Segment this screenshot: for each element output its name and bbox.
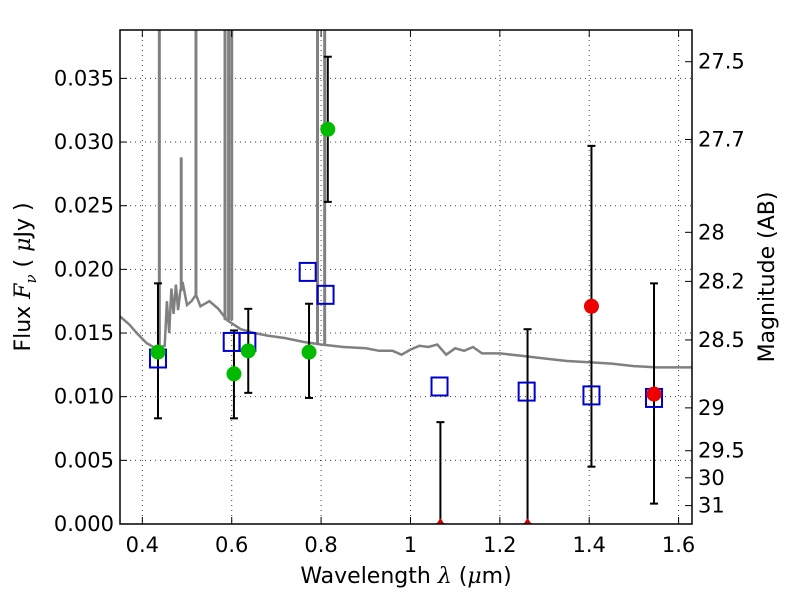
tick-labels: 0.4 0.6 0.8 1 1.2 1.4 1.6 0.000 0.005 0.010 0.015 0… (54, 50, 745, 557)
x-tick-label: 1.4 (573, 533, 606, 557)
measured-flux-point (301, 344, 317, 360)
model-flux-square (430, 376, 449, 397)
y-tick-label: 0.005 (54, 448, 114, 472)
model-flux-square (582, 385, 601, 406)
plot-background (120, 30, 692, 524)
y2-tick-label: 29 (698, 396, 725, 420)
y2-tick-label: 29.5 (698, 439, 745, 463)
y-tick-label: 0.010 (54, 385, 114, 409)
x-tick-label: 0.4 (126, 533, 159, 557)
y2-axis-title: Magnitude (AB) (755, 192, 780, 363)
y-tick-label: 0.035 (54, 66, 114, 90)
y2-tick-label: 27.5 (698, 50, 745, 74)
y-axis-title: Flux Fν ( μJy ) (11, 202, 40, 351)
data-layer (120, 30, 692, 524)
x-axis-title: Wavelength λ (μm) (300, 564, 511, 589)
y-tick-label: 0.030 (54, 130, 114, 154)
upper-limit-marker (523, 518, 532, 524)
measured-flux-point (583, 298, 599, 314)
model-flux-square (316, 284, 335, 305)
y2-tick-label: 30 (698, 466, 725, 490)
measured-flux-point (150, 344, 166, 360)
y2-tick-label: 31 (698, 494, 725, 518)
y2-tick-label: 28 (698, 220, 725, 244)
y-tick-label: 0.020 (54, 257, 114, 281)
measured-flux-point (320, 121, 336, 137)
x-tick-label: 0.8 (304, 533, 337, 557)
plot-frame (119, 29, 693, 525)
x-tick-label: 1.6 (662, 533, 695, 557)
y2-tick-label: 28.2 (698, 269, 745, 293)
model-flux-square (298, 261, 317, 282)
upper-limit-marker (436, 518, 445, 524)
y-tick-label: 0.015 (54, 321, 114, 345)
grid-lines (120, 30, 692, 525)
y2-tick-label: 28.5 (698, 328, 745, 352)
x-tick-label: 1 (404, 533, 417, 557)
measured-flux-point (226, 366, 242, 382)
tick-marks (120, 30, 692, 525)
y-tick-label: 0.000 (54, 512, 114, 536)
model-flux-square (517, 381, 536, 402)
y-tick-label: 0.025 (54, 194, 114, 218)
x-tick-label: 0.6 (215, 533, 248, 557)
x-tick-label: 1.2 (483, 533, 516, 557)
measured-flux-point (240, 343, 256, 359)
measured-flux-point (646, 386, 662, 402)
template-spectrum-line (120, 281, 692, 369)
y2-tick-label: 27.7 (698, 127, 745, 151)
